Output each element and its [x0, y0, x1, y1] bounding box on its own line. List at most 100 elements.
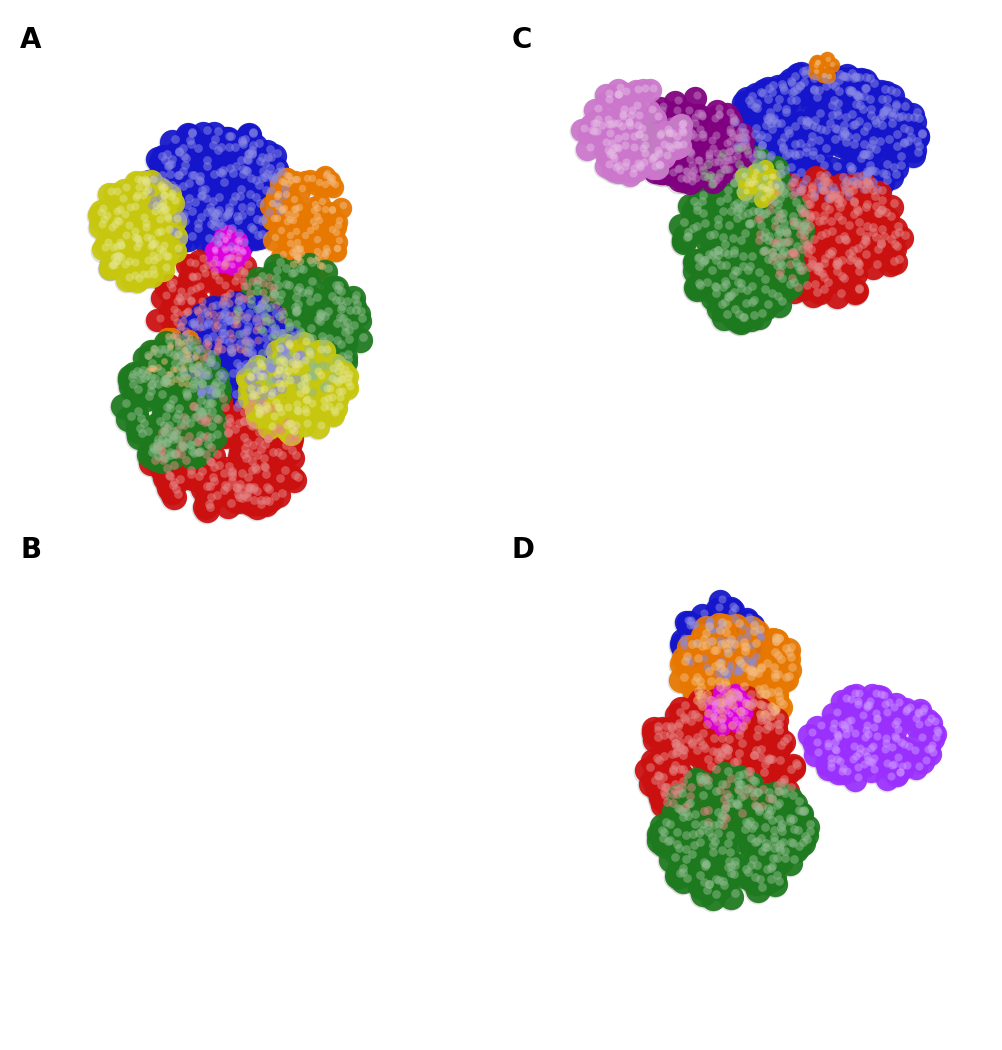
Point	[122, 198, 138, 215]
Point	[306, 204, 322, 220]
Point	[715, 838, 731, 855]
Point	[605, 116, 621, 132]
Point	[706, 870, 722, 887]
Point	[815, 207, 831, 224]
Point	[674, 651, 690, 668]
Point	[768, 244, 784, 260]
Point	[229, 170, 245, 187]
Point	[612, 140, 628, 156]
Point	[272, 309, 288, 326]
Point	[162, 134, 178, 151]
Point	[723, 696, 739, 713]
Point	[215, 244, 231, 260]
Point	[190, 355, 206, 372]
Point	[312, 382, 328, 399]
Point	[163, 425, 179, 442]
Point	[727, 144, 743, 161]
Point	[701, 282, 717, 299]
Point	[334, 327, 350, 343]
Point	[704, 747, 720, 763]
Point	[851, 238, 867, 255]
Point	[200, 300, 216, 317]
Point	[255, 316, 271, 333]
Point	[663, 139, 679, 155]
Point	[244, 124, 261, 141]
Point	[842, 691, 858, 708]
Point	[710, 820, 726, 837]
Point	[752, 233, 768, 250]
Point	[271, 224, 287, 240]
Point	[754, 842, 770, 859]
Point	[729, 715, 745, 732]
Point	[697, 856, 713, 873]
Point	[662, 738, 678, 755]
Point	[804, 177, 820, 194]
Point	[648, 128, 664, 145]
Point	[767, 719, 783, 736]
Point	[181, 362, 197, 379]
Point	[235, 311, 252, 328]
Point	[336, 296, 352, 313]
Point	[748, 140, 765, 156]
Point	[255, 332, 271, 349]
Point	[152, 341, 168, 358]
Point	[243, 453, 260, 469]
Point	[730, 776, 746, 793]
Point	[842, 689, 858, 706]
Point	[228, 479, 244, 496]
Point	[721, 690, 737, 707]
Point	[234, 245, 250, 261]
Point	[278, 186, 294, 203]
Point	[839, 128, 855, 145]
Point	[692, 130, 708, 147]
Point	[702, 645, 718, 662]
Point	[710, 284, 726, 300]
Point	[144, 201, 160, 217]
Point	[260, 479, 276, 496]
Point	[204, 378, 220, 395]
Point	[787, 184, 803, 201]
Point	[307, 203, 323, 219]
Point	[626, 110, 642, 127]
Point	[704, 256, 720, 273]
Point	[667, 737, 683, 754]
Point	[761, 790, 777, 806]
Point	[824, 194, 840, 211]
Point	[316, 169, 332, 186]
Point	[792, 805, 808, 822]
Point	[717, 774, 733, 791]
Point	[770, 297, 786, 314]
Point	[762, 706, 778, 722]
Point	[781, 278, 797, 295]
Point	[669, 161, 685, 177]
Point	[332, 309, 348, 326]
Point	[186, 223, 202, 239]
Point	[748, 664, 765, 680]
Point	[815, 212, 831, 229]
Point	[703, 247, 719, 264]
Point	[690, 249, 706, 266]
Point	[849, 201, 865, 217]
Point	[691, 695, 707, 712]
Point	[647, 159, 663, 175]
Point	[915, 717, 931, 734]
Point	[738, 220, 755, 237]
Point	[835, 86, 851, 103]
Point	[196, 499, 212, 516]
Point	[710, 616, 726, 633]
Point	[147, 370, 163, 386]
Point	[879, 110, 895, 127]
Point	[863, 162, 879, 178]
Point	[285, 351, 301, 368]
Point	[268, 343, 284, 360]
Point	[753, 147, 769, 164]
Point	[834, 194, 850, 211]
Point	[157, 471, 173, 488]
Point	[672, 855, 688, 872]
Point	[207, 267, 223, 284]
Point	[156, 161, 172, 177]
Point	[168, 449, 184, 466]
Point	[671, 126, 687, 143]
Point	[266, 421, 282, 438]
Point	[849, 254, 865, 271]
